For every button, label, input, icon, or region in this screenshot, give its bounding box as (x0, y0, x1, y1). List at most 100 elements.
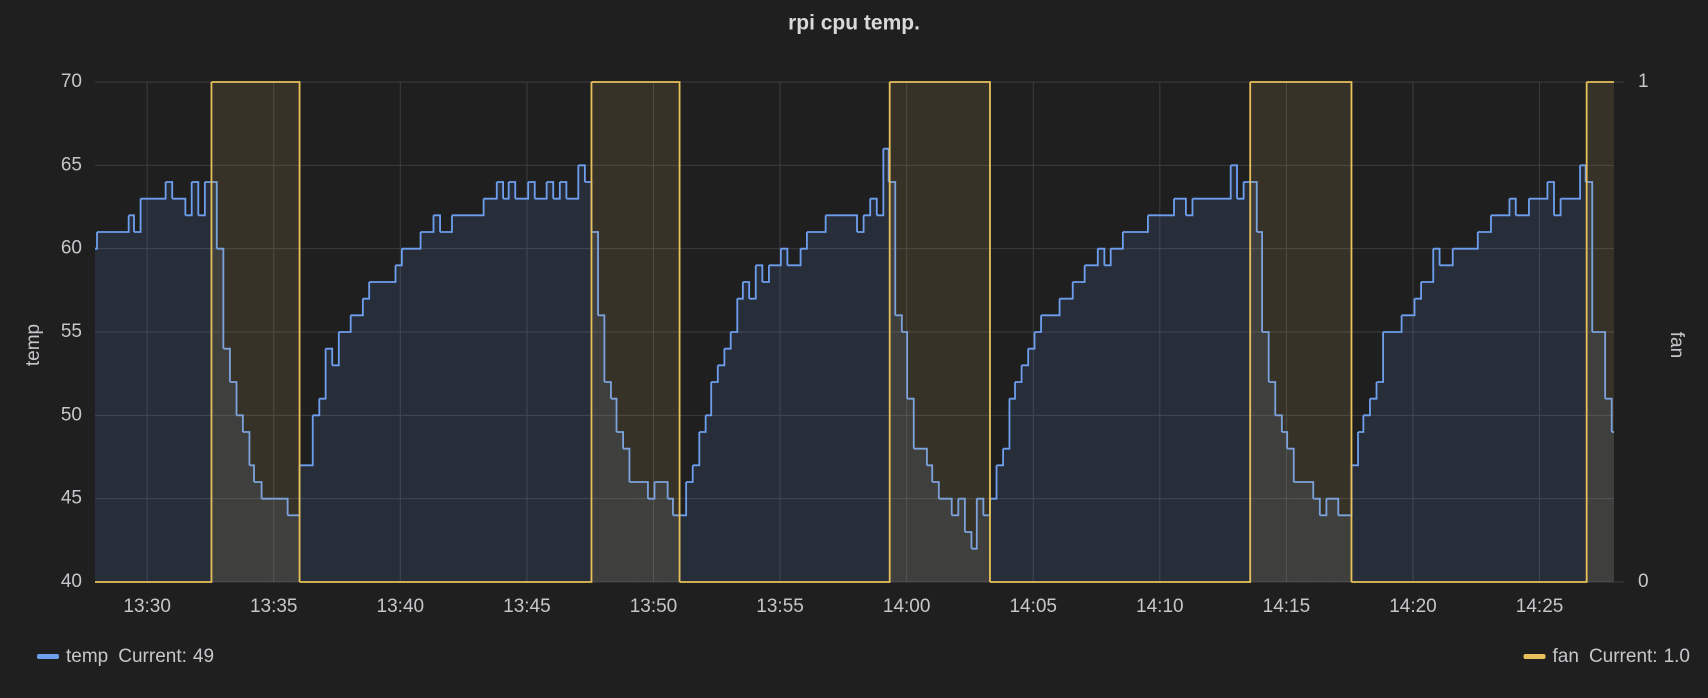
panel-title: rpi cpu temp. (788, 12, 920, 35)
line-step (546, 181, 555, 199)
line-step (1084, 248, 1099, 267)
area-fill (1553, 215, 1561, 583)
area-fill (976, 498, 984, 582)
line-step (1477, 215, 1492, 233)
area-fill (1414, 298, 1422, 582)
line-step (223, 347, 231, 382)
area-fill (1122, 232, 1148, 582)
area-fill (1326, 498, 1339, 582)
x-tick-label: 13:50 (630, 596, 678, 617)
area-fill (1383, 332, 1402, 582)
area-fill (686, 482, 693, 582)
area-fill (1376, 382, 1384, 582)
line-step (623, 447, 631, 482)
line-step (989, 465, 998, 500)
line-step (1192, 165, 1232, 200)
line-step (249, 464, 255, 482)
legend-value: 1.0 (1664, 646, 1690, 667)
area-fill (172, 198, 186, 582)
line-step (787, 248, 802, 267)
line-step (1363, 398, 1371, 417)
line-step (755, 264, 764, 282)
area-fill (1439, 265, 1453, 582)
line-step (737, 282, 744, 300)
line-step (971, 498, 978, 550)
line-step (133, 198, 142, 233)
area-fill (938, 498, 952, 582)
line-step (128, 214, 135, 232)
x-tick-label: 14:15 (1263, 596, 1311, 617)
area-fill (870, 198, 877, 582)
line-step (1281, 431, 1289, 449)
area-fill (1003, 448, 1010, 582)
line-step (679, 82, 891, 583)
area-fill (749, 298, 756, 582)
line-step (647, 482, 656, 500)
area-fill (951, 515, 959, 582)
area-fill (508, 182, 516, 582)
line-step (1433, 247, 1441, 266)
line-step (1237, 182, 1245, 200)
area-fill (1250, 82, 1352, 582)
legend-stat: Current: (118, 646, 187, 667)
area-fill (369, 282, 396, 582)
area-fill (996, 465, 1004, 582)
line-step (889, 81, 991, 582)
line-step (907, 397, 915, 449)
area-fill (229, 382, 237, 582)
area-fill (401, 248, 421, 582)
line-step (261, 497, 289, 516)
area-fill (724, 348, 731, 582)
x-tick-label: 13:30 (123, 596, 171, 617)
legend: temp Current: 49 fan Current: 1.0 (37, 646, 1690, 667)
area-fill (1059, 298, 1073, 582)
area-fill (253, 482, 262, 582)
area-fill (1192, 198, 1231, 582)
x-tick-label: 13:40 (377, 596, 425, 617)
area-fill (350, 315, 363, 582)
area-fill (216, 248, 224, 582)
area-fill (591, 82, 680, 582)
line-step (325, 347, 334, 366)
line-step (1243, 181, 1258, 232)
area-fill (883, 148, 889, 582)
line-step (578, 164, 586, 182)
area-fill (1586, 82, 1614, 582)
area-fill (1173, 198, 1186, 582)
area-fill (249, 465, 254, 582)
line-step (705, 382, 713, 417)
line-step (749, 265, 757, 300)
line-step (901, 331, 909, 399)
line-step (806, 215, 827, 233)
area-fill (95, 248, 98, 582)
legend-value: 49 (193, 646, 214, 667)
area-fill (913, 448, 927, 582)
area-fill (699, 432, 706, 582)
y-tick-label: 65 (61, 154, 82, 175)
line-step (440, 215, 453, 233)
area-fill (755, 265, 763, 582)
line-step (1110, 232, 1124, 250)
area-fill (958, 498, 965, 582)
area-fill (654, 482, 668, 582)
line-step (211, 81, 301, 582)
line-step (1104, 248, 1112, 267)
y-tick-label: 40 (61, 571, 82, 592)
line-step (989, 82, 1252, 583)
line-step (1351, 82, 1588, 583)
area-fill (1104, 265, 1111, 582)
line-step (870, 197, 878, 216)
area-fill (1421, 282, 1434, 582)
line-step (1072, 265, 1086, 283)
area-fill (717, 365, 725, 582)
line-step (198, 182, 206, 217)
area-fill (1034, 332, 1042, 582)
area-fill (338, 332, 351, 582)
line-step (1376, 332, 1385, 383)
line-step (1439, 248, 1454, 267)
legend-label: temp (66, 646, 108, 667)
line-step (1580, 164, 1587, 182)
line-step (1414, 282, 1422, 300)
line-step (299, 415, 314, 467)
area-fill (1605, 398, 1612, 582)
